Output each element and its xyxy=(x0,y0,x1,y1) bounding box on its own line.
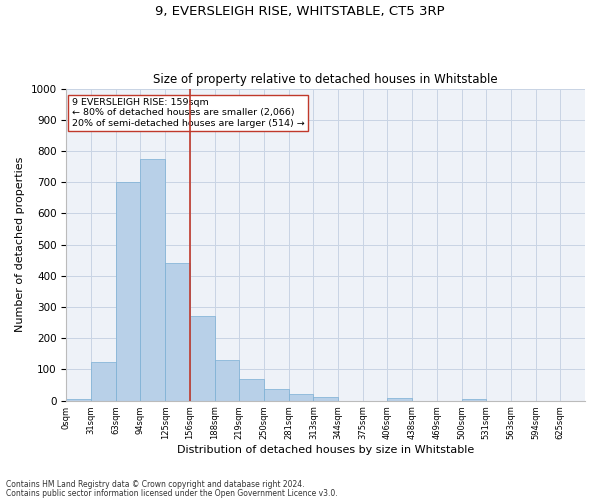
Bar xyxy=(264,389,289,400)
Bar xyxy=(461,399,486,400)
Bar xyxy=(67,399,91,400)
Bar xyxy=(289,394,313,400)
Bar xyxy=(140,159,165,400)
Bar xyxy=(388,398,412,400)
X-axis label: Distribution of detached houses by size in Whitstable: Distribution of detached houses by size … xyxy=(177,445,475,455)
Bar xyxy=(313,397,338,400)
Bar xyxy=(190,316,215,400)
Text: Contains public sector information licensed under the Open Government Licence v3: Contains public sector information licen… xyxy=(6,488,338,498)
Text: 9 EVERSLEIGH RISE: 159sqm
← 80% of detached houses are smaller (2,066)
20% of se: 9 EVERSLEIGH RISE: 159sqm ← 80% of detac… xyxy=(71,98,304,128)
Text: 9, EVERSLEIGH RISE, WHITSTABLE, CT5 3RP: 9, EVERSLEIGH RISE, WHITSTABLE, CT5 3RP xyxy=(155,5,445,18)
Title: Size of property relative to detached houses in Whitstable: Size of property relative to detached ho… xyxy=(154,73,498,86)
Bar xyxy=(91,362,116,401)
Bar xyxy=(215,360,239,401)
Bar xyxy=(239,380,264,400)
Bar xyxy=(116,182,140,400)
Bar xyxy=(165,264,190,400)
Text: Contains HM Land Registry data © Crown copyright and database right 2024.: Contains HM Land Registry data © Crown c… xyxy=(6,480,305,489)
Y-axis label: Number of detached properties: Number of detached properties xyxy=(15,157,25,332)
